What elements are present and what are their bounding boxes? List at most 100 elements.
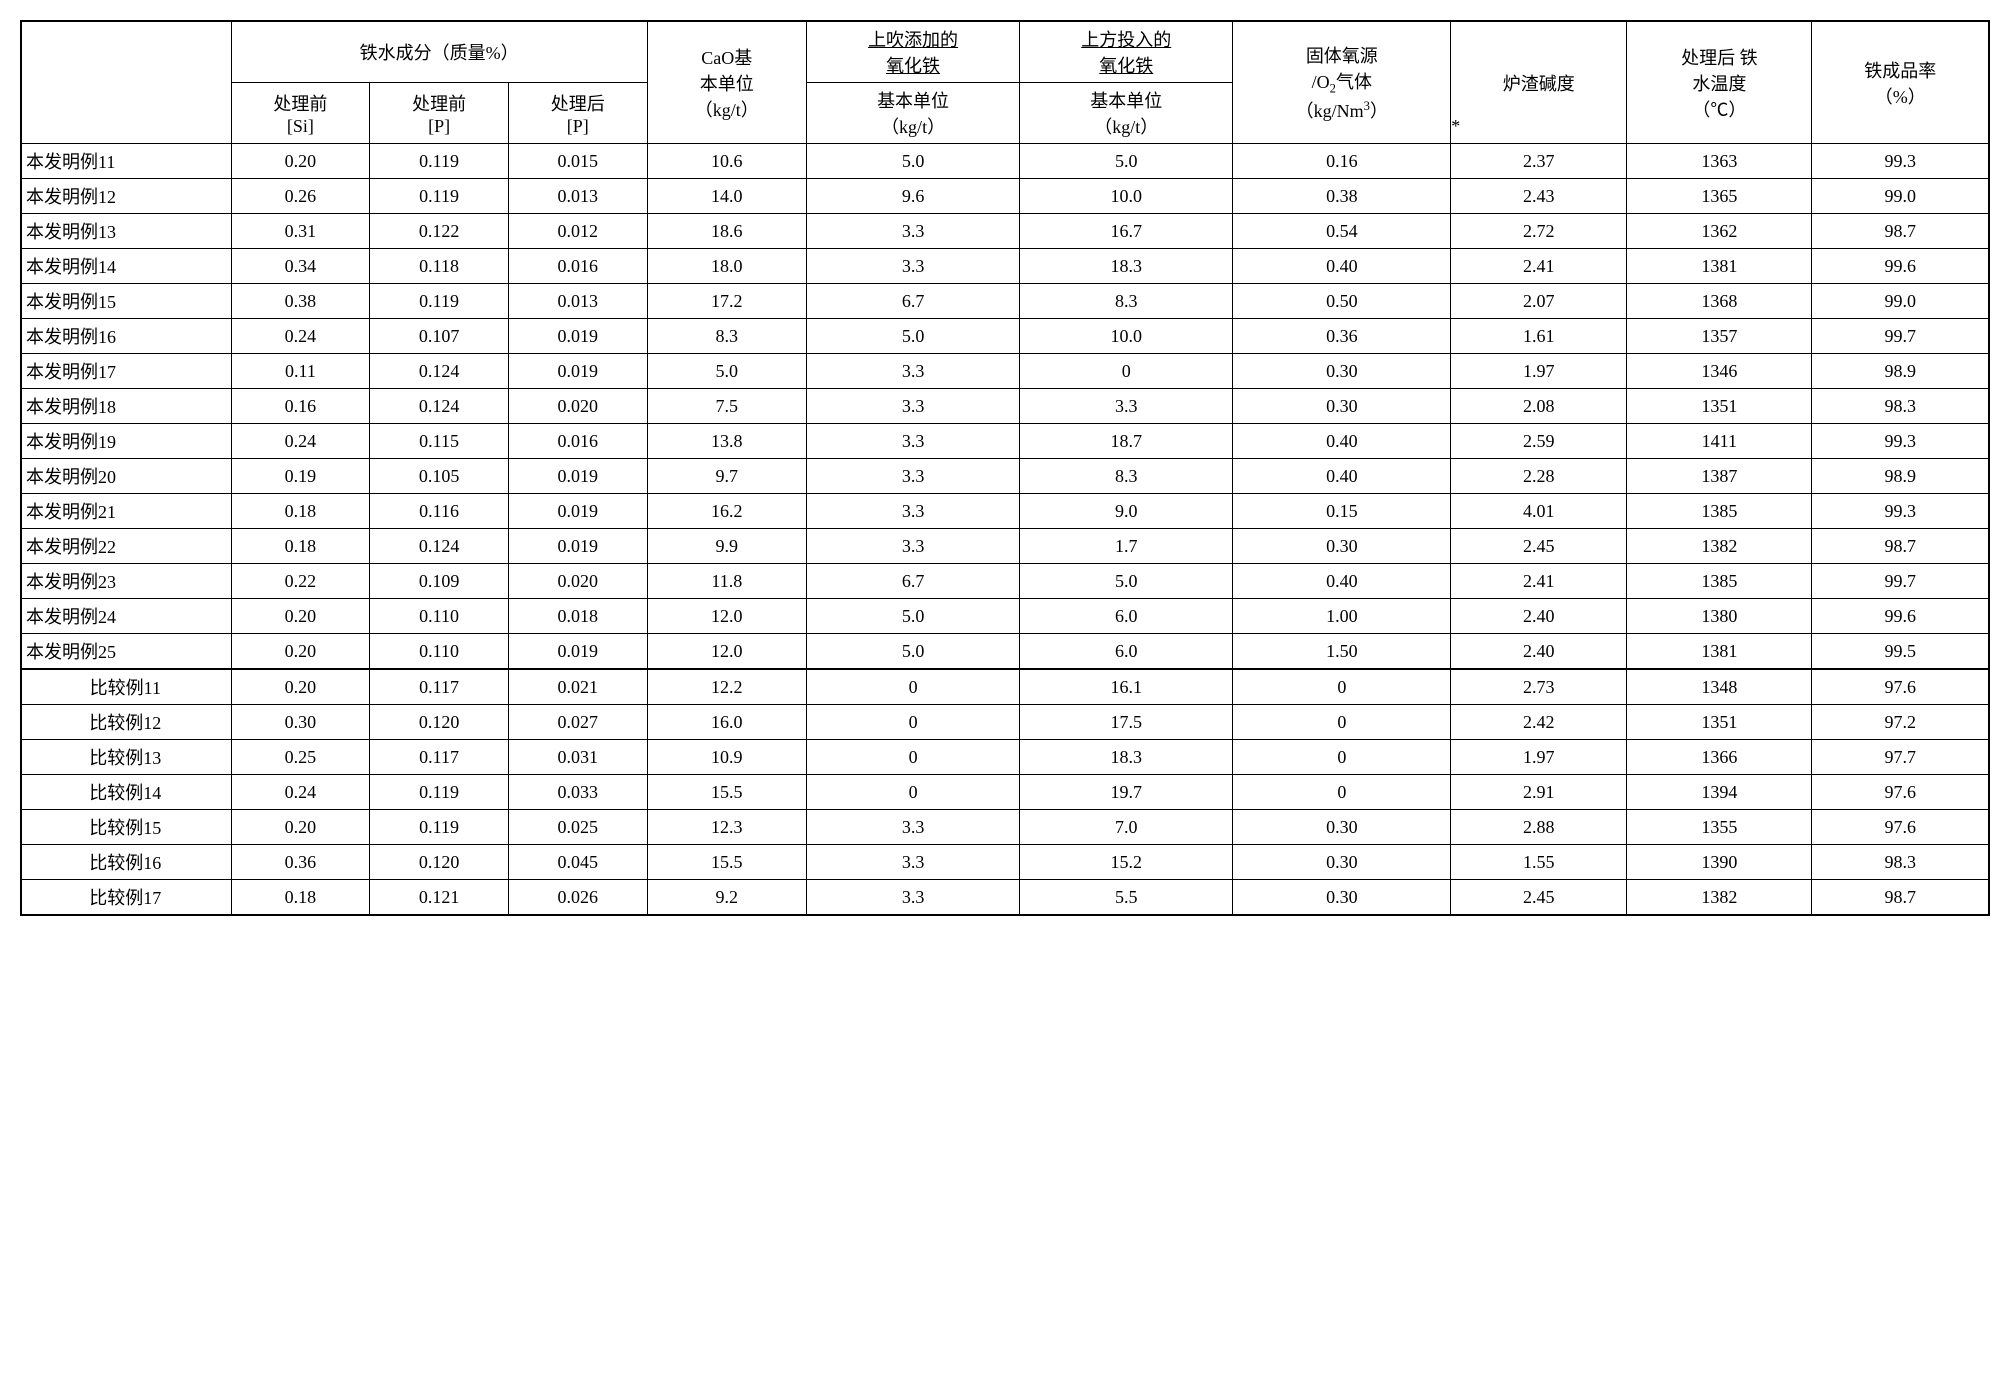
cell-p_after: 0.025 (508, 810, 647, 845)
cell-label: 比较例14 (21, 775, 231, 810)
cell-p_before: 0.115 (370, 424, 509, 459)
cell-cao: 9.7 (647, 459, 806, 494)
header-p-after-line2: [P] (567, 116, 589, 136)
header-top-add-line1: 上方投入的 (1081, 30, 1171, 50)
table-row: 本发明例220.180.1240.0199.93.31.70.302.45138… (21, 529, 1989, 564)
cell-solid_o: 0 (1233, 775, 1451, 810)
cell-basicity: 2.91 (1451, 775, 1627, 810)
cell-solid_o: 0.40 (1233, 424, 1451, 459)
header-si-before-line1: 处理前 (273, 94, 327, 114)
cell-temp: 1380 (1627, 599, 1812, 634)
table-row: 本发明例250.200.1100.01912.05.06.01.502.4013… (21, 634, 1989, 670)
cell-cao: 11.8 (647, 564, 806, 599)
cell-top_add: 5.0 (1020, 564, 1233, 599)
cell-yield: 99.6 (1812, 249, 1989, 284)
header-top-blow: 上吹添加的 氧化铁 (806, 21, 1019, 83)
cell-si_before: 0.18 (231, 880, 370, 916)
header-top-blow-line2: 氧化铁 (886, 56, 940, 76)
table-row: 本发明例120.260.1190.01314.09.610.00.382.431… (21, 179, 1989, 214)
table-row: 本发明例210.180.1160.01916.23.39.00.154.0113… (21, 494, 1989, 529)
cell-p_before: 0.121 (370, 880, 509, 916)
cell-yield: 99.5 (1812, 634, 1989, 670)
header-temp-line1: 处理后 铁 (1681, 48, 1758, 68)
cell-label: 比较例16 (21, 845, 231, 880)
cell-cao: 15.5 (647, 845, 806, 880)
cell-label: 本发明例13 (21, 214, 231, 249)
header-si-before: 处理前 [Si] (231, 83, 370, 144)
cell-cao: 12.0 (647, 634, 806, 670)
table-row: 比较例130.250.1170.03110.9018.301.97136697.… (21, 740, 1989, 775)
table-row: 本发明例110.200.1190.01510.65.05.00.162.3713… (21, 144, 1989, 179)
cell-cao: 7.5 (647, 389, 806, 424)
cell-top_add: 19.7 (1020, 775, 1233, 810)
cell-label: 本发明例16 (21, 319, 231, 354)
cell-basicity: 2.45 (1451, 880, 1627, 916)
cell-temp: 1351 (1627, 705, 1812, 740)
header-temp-line2: 水温度 (1692, 74, 1746, 94)
cell-yield: 99.7 (1812, 319, 1989, 354)
cell-yield: 97.6 (1812, 810, 1989, 845)
header-cao-unit: （kg/t） (695, 100, 759, 120)
header-cao-line1: CaO基 (701, 48, 752, 68)
cell-p_before: 0.109 (370, 564, 509, 599)
cell-p_before: 0.118 (370, 249, 509, 284)
cell-cao: 13.8 (647, 424, 806, 459)
cell-p_after: 0.019 (508, 634, 647, 670)
cell-solid_o: 0.16 (1233, 144, 1451, 179)
cell-cao: 18.0 (647, 249, 806, 284)
cell-top_blow: 5.0 (806, 599, 1019, 634)
cell-cao: 12.2 (647, 669, 806, 705)
header-basicity: 炉渣碱度 (1451, 21, 1627, 144)
cell-p_before: 0.119 (370, 775, 509, 810)
cell-basicity: 2.41 (1451, 249, 1627, 284)
table-row: 本发明例140.340.1180.01618.03.318.30.402.411… (21, 249, 1989, 284)
cell-p_before: 0.124 (370, 354, 509, 389)
cell-si_before: 0.19 (231, 459, 370, 494)
cell-temp: 1390 (1627, 845, 1812, 880)
cell-si_before: 0.16 (231, 389, 370, 424)
cell-si_before: 0.20 (231, 144, 370, 179)
cell-basicity: 2.88 (1451, 810, 1627, 845)
cell-basicity: 1.55 (1451, 845, 1627, 880)
cell-yield: 99.0 (1812, 179, 1989, 214)
table-row: 本发明例180.160.1240.0207.53.33.30.302.08135… (21, 389, 1989, 424)
cell-solid_o: 0.15 (1233, 494, 1451, 529)
cell-solid_o: 0.30 (1233, 389, 1451, 424)
cell-si_before: 0.20 (231, 669, 370, 705)
cell-top_blow: 0 (806, 775, 1019, 810)
cell-temp: 1368 (1627, 284, 1812, 319)
cell-label: 比较例11 (21, 669, 231, 705)
cell-p_after: 0.016 (508, 424, 647, 459)
cell-p_before: 0.119 (370, 144, 509, 179)
header-p-before: 处理前 [P] (370, 83, 509, 144)
cell-basicity: 2.73 (1451, 669, 1627, 705)
cell-basicity: 1.61 (1451, 319, 1627, 354)
cell-temp: 1363 (1627, 144, 1812, 179)
cell-yield: 97.6 (1812, 775, 1989, 810)
cell-label: 本发明例24 (21, 599, 231, 634)
cell-yield: 98.7 (1812, 529, 1989, 564)
cell-p_after: 0.019 (508, 319, 647, 354)
cell-p_after: 0.019 (508, 529, 647, 564)
cell-basicity: 2.08 (1451, 389, 1627, 424)
cell-label: 本发明例21 (21, 494, 231, 529)
cell-top_blow: 5.0 (806, 319, 1019, 354)
cell-p_after: 0.019 (508, 459, 647, 494)
cell-yield: 99.0 (1812, 284, 1989, 319)
header-top-add-unit-line1: 基本单位 (1090, 91, 1162, 111)
cell-p_after: 0.020 (508, 389, 647, 424)
cell-top_add: 10.0 (1020, 319, 1233, 354)
cell-solid_o: 0.30 (1233, 354, 1451, 389)
header-si-before-line2: [Si] (287, 116, 314, 136)
cell-top_blow: 5.0 (806, 634, 1019, 670)
cell-solid_o: 0.40 (1233, 249, 1451, 284)
cell-basicity: 4.01 (1451, 494, 1627, 529)
cell-label: 比较例15 (21, 810, 231, 845)
cell-cao: 10.6 (647, 144, 806, 179)
header-top-add-line2: 氧化铁 (1099, 56, 1153, 76)
cell-top_blow: 3.3 (806, 459, 1019, 494)
cell-label: 本发明例20 (21, 459, 231, 494)
cell-p_before: 0.117 (370, 669, 509, 705)
cell-p_after: 0.018 (508, 599, 647, 634)
cell-si_before: 0.20 (231, 810, 370, 845)
